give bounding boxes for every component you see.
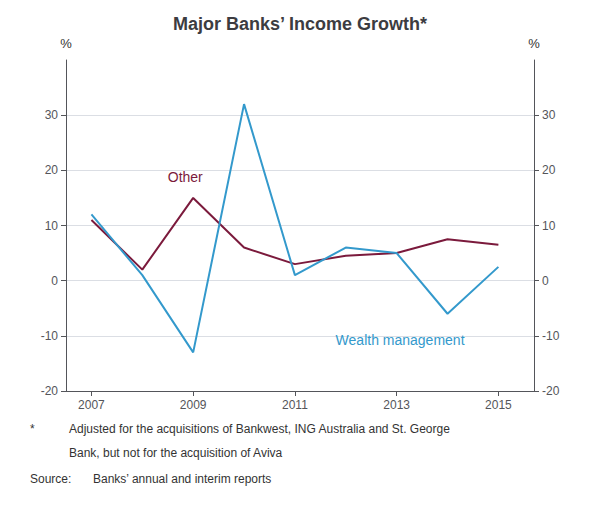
svg-text:Major Banks’ Income Growth*: Major Banks’ Income Growth* bbox=[173, 14, 427, 34]
svg-text:Bank, but not for the acquisit: Bank, but not for the acquisition of Avi… bbox=[69, 446, 283, 460]
svg-text:Banks’ annual and interim repo: Banks’ annual and interim reports bbox=[93, 472, 271, 486]
svg-text:-20: -20 bbox=[41, 384, 59, 398]
svg-text:2013: 2013 bbox=[383, 398, 410, 412]
svg-text:30: 30 bbox=[45, 108, 59, 122]
svg-text:2009: 2009 bbox=[180, 398, 207, 412]
svg-text:Source:: Source: bbox=[30, 472, 71, 486]
svg-text:30: 30 bbox=[542, 108, 556, 122]
svg-text:-10: -10 bbox=[41, 329, 59, 343]
svg-text:Adjusted for the acquisitions: Adjusted for the acquisitions of Bankwes… bbox=[69, 422, 450, 436]
svg-text:0: 0 bbox=[51, 274, 58, 288]
svg-text:2015: 2015 bbox=[485, 398, 512, 412]
svg-text:Wealth management: Wealth management bbox=[336, 332, 465, 348]
svg-text:20: 20 bbox=[542, 163, 556, 177]
svg-text:-10: -10 bbox=[542, 329, 560, 343]
svg-text:2007: 2007 bbox=[78, 398, 105, 412]
svg-text:*: * bbox=[30, 422, 35, 436]
svg-text:-20: -20 bbox=[542, 384, 560, 398]
svg-text:Other: Other bbox=[168, 169, 203, 185]
svg-text:10: 10 bbox=[542, 219, 556, 233]
svg-text:0: 0 bbox=[542, 274, 549, 288]
svg-text:%: % bbox=[60, 36, 72, 51]
svg-text:2011: 2011 bbox=[282, 398, 308, 412]
svg-text:20: 20 bbox=[45, 163, 59, 177]
svg-text:10: 10 bbox=[45, 219, 59, 233]
svg-text:%: % bbox=[528, 36, 540, 51]
